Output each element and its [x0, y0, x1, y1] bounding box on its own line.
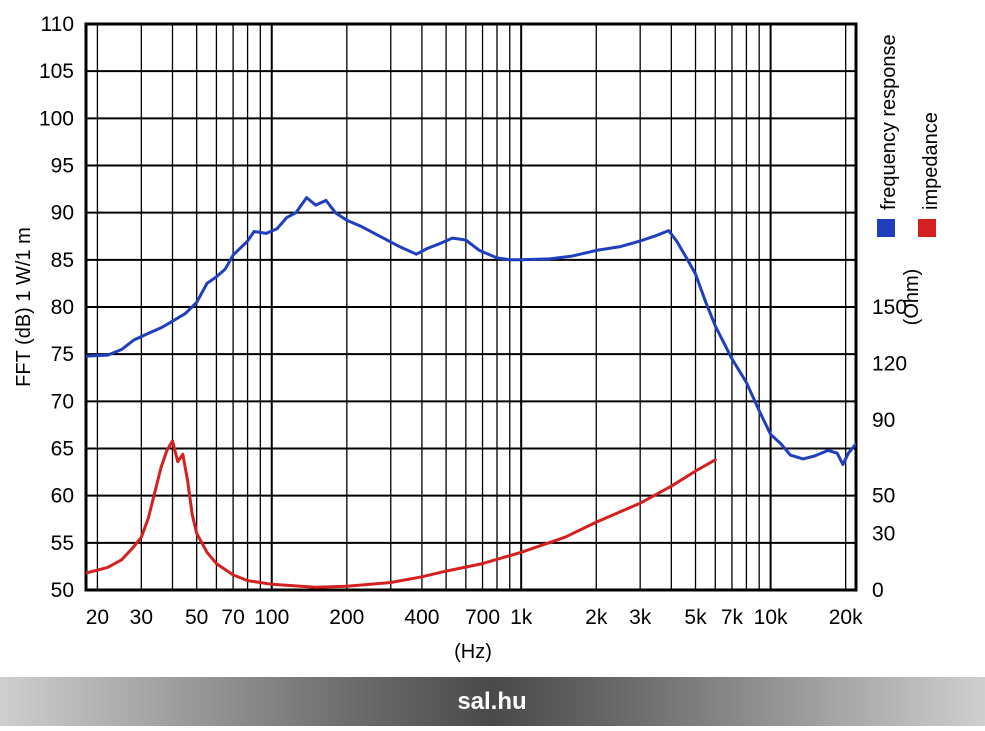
y2-tick-label: 0 — [872, 579, 884, 602]
y-tick-label: 60 — [51, 485, 74, 508]
x-tick-label: 20k — [829, 606, 863, 629]
y2-axis-title: (Ohm) — [901, 269, 923, 326]
x-tick-labels: 20 30 50 70 100 200 400 700 1k 2k 3k 5k 7k 10k 20k — [86, 606, 863, 629]
y-axis-title: FFT (dB) 1 W/1 m — [13, 227, 35, 387]
y-tick-label: 80 — [51, 296, 74, 319]
y-tick-label: 90 — [51, 202, 74, 225]
y-tick-label: 65 — [51, 438, 74, 461]
y2-tick-label: 120 — [872, 353, 907, 376]
x-tick-label: 30 — [130, 606, 153, 629]
x-tick-label: 5k — [684, 606, 707, 629]
y2-tick-label: 90 — [872, 409, 895, 432]
x-tick-label: 3k — [629, 606, 652, 629]
y2-tick-label: 150 — [872, 296, 907, 319]
x-tick-label: 400 — [404, 606, 439, 629]
legend-label-impedance: impedance — [920, 112, 942, 210]
x-tick-label: 7k — [721, 606, 744, 629]
x-tick-label: 2k — [585, 606, 608, 629]
y-tick-label: 85 — [51, 249, 74, 272]
impedance-line — [86, 439, 717, 589]
x-tick-label: 1k — [510, 606, 533, 629]
right-y-tick-labels: 0 30 50 90 120 150 — [872, 296, 907, 602]
y-tick-label: 100 — [39, 107, 74, 130]
footer-brand: sal.hu — [457, 688, 526, 715]
x-tick-label: 700 — [465, 606, 500, 629]
y2-tick-label: 50 — [872, 485, 895, 508]
y-tick-label: 105 — [39, 60, 74, 83]
y-tick-label: 110 — [41, 13, 74, 36]
x-tick-label: 100 — [254, 606, 289, 629]
legend-swatch-impedance — [918, 219, 936, 237]
y-tick-label: 55 — [51, 532, 74, 555]
x-tick-label: 20 — [86, 606, 109, 629]
legend: frequency response impedance — [877, 34, 942, 237]
x-tick-label: 50 — [185, 606, 208, 629]
y2-tick-label: 30 — [872, 522, 895, 545]
x-tick-label: 200 — [329, 606, 364, 629]
footer-background — [0, 677, 985, 726]
footer-bar: sal.hu — [0, 677, 985, 726]
legend-label-frequency-response: frequency response — [878, 34, 900, 210]
horizontal-gridlines — [86, 23, 856, 591]
x-tick-label: 70 — [221, 606, 244, 629]
left-y-tick-labels: 50 55 60 65 70 75 80 85 90 95 100 105 110 — [39, 13, 74, 602]
plot-frame — [84, 22, 858, 592]
y-tick-label: 75 — [51, 343, 74, 366]
y-tick-label: 70 — [51, 390, 74, 413]
y-tick-label: 50 — [51, 579, 74, 602]
x-axis-title: (Hz) — [454, 641, 492, 663]
frequency-response-line — [86, 196, 856, 466]
legend-swatch-frequency-response — [877, 219, 895, 237]
x-tick-label: 10k — [754, 606, 788, 629]
series-layer — [86, 196, 856, 589]
y-tick-label: 95 — [51, 155, 74, 178]
